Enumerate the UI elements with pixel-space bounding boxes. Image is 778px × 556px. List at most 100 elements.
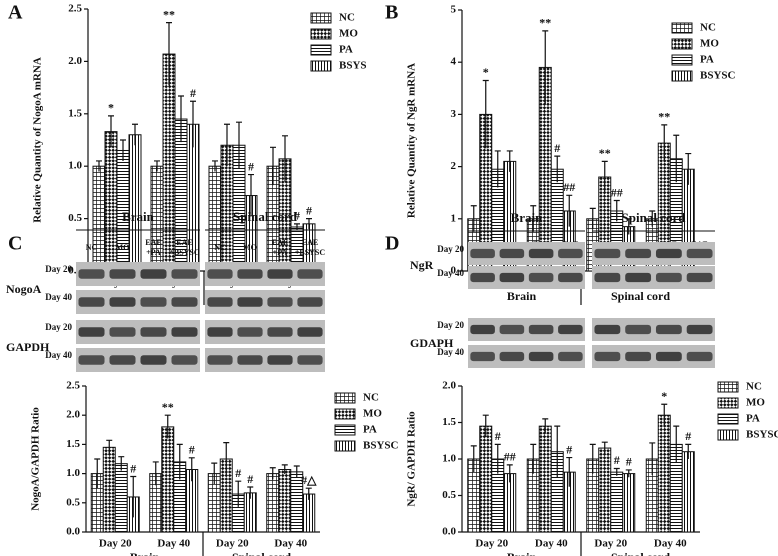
protein-label: NgR	[410, 258, 434, 272]
bar	[503, 473, 517, 533]
legend-label: MO	[363, 408, 382, 420]
error-bar	[589, 443, 596, 474]
legend-label: PA	[339, 44, 353, 56]
blot-band	[558, 248, 583, 259]
error-bar	[178, 95, 184, 143]
y-axis-label: Relative Quantity of NgR mRNA	[406, 63, 418, 218]
lane-label: EAE	[302, 238, 318, 247]
group-label: Brain	[507, 289, 537, 303]
y-tick-label: 1.0	[442, 453, 456, 465]
blot-band	[499, 272, 525, 283]
bar	[243, 492, 257, 533]
blot-band	[499, 351, 525, 362]
blot-band	[470, 351, 495, 362]
blot-band	[207, 327, 233, 337]
y-tick-label: 1.0	[68, 160, 82, 172]
legend-swatch	[717, 413, 739, 425]
blot-band	[528, 351, 554, 362]
blot-band	[140, 355, 167, 365]
legend-label: BSYSC	[746, 429, 778, 441]
blot-band	[470, 248, 495, 259]
group-label: Brain	[130, 550, 160, 556]
panel-label: D	[385, 233, 399, 255]
bar	[598, 447, 612, 533]
blot-band	[78, 355, 105, 365]
error-bar	[108, 115, 114, 148]
significance-label: *	[483, 65, 489, 79]
lane-label: MO	[243, 243, 257, 252]
y-tick-label: 1.5	[66, 438, 80, 450]
significance-label: #	[566, 442, 572, 456]
legend-label: NC	[700, 22, 716, 34]
y-tick-label: 5	[451, 4, 457, 16]
tissue-label: Spinal cord	[233, 209, 298, 224]
error-bar	[190, 100, 196, 148]
blot-band	[78, 297, 105, 307]
group-label: Spinal cord	[611, 289, 670, 303]
error-bar	[248, 173, 254, 217]
blot-band	[625, 351, 652, 362]
error-bar	[482, 414, 489, 438]
bar	[266, 473, 280, 533]
blot-background	[468, 318, 585, 341]
error-bar	[188, 457, 195, 482]
lane-label: +PA	[273, 248, 288, 257]
significance-label: #	[189, 443, 195, 457]
y-tick-label: 2.0	[66, 409, 80, 421]
error-bar	[482, 79, 489, 149]
blot-band	[470, 324, 495, 335]
error-bar	[601, 441, 608, 454]
bar	[479, 425, 493, 533]
y-axis-label: NgR/ GAPDH Ratio	[406, 411, 418, 507]
error-bar	[235, 480, 242, 507]
bar	[538, 425, 552, 533]
blot-band	[686, 248, 713, 259]
legend-label: BSYS	[339, 60, 367, 72]
legend-swatch	[717, 429, 739, 441]
legend-swatch	[334, 440, 356, 452]
error-bar	[224, 123, 230, 167]
blot-band	[686, 324, 713, 335]
legend-label: NC	[339, 12, 355, 24]
blot-band	[594, 324, 621, 335]
blot-band	[237, 327, 263, 337]
blot-band	[655, 351, 682, 362]
blot-background	[592, 318, 715, 341]
x-tick-label: Day 40	[654, 538, 687, 550]
blot-band	[109, 355, 136, 365]
blot-band	[140, 297, 167, 307]
lane-label: EAE	[145, 238, 161, 247]
panel-label: B	[385, 2, 398, 24]
legend-label: BSYSC	[700, 70, 736, 82]
error-bar	[294, 223, 300, 231]
error-bar	[282, 135, 288, 182]
significance-label: #	[294, 209, 300, 223]
row-label: Day 20	[437, 320, 464, 330]
bar	[161, 426, 175, 533]
significance-label: **	[599, 146, 611, 160]
bar	[622, 473, 636, 533]
significance-label: #	[247, 472, 253, 486]
blot-background	[468, 242, 585, 265]
blot-band	[297, 269, 323, 279]
significance-label: **	[658, 110, 670, 124]
x-tick-label: Day 40	[274, 538, 307, 550]
legend-label: NC	[746, 381, 762, 393]
bar	[162, 53, 176, 272]
legend-swatch	[671, 38, 693, 50]
legend-swatch	[717, 381, 739, 393]
significance-label: ##	[563, 180, 575, 194]
legend-swatch	[310, 44, 332, 56]
lane-label: NC	[214, 243, 226, 252]
tissue-label: Brain	[511, 210, 544, 225]
error-bar	[589, 207, 596, 230]
row-label: Day 20	[45, 322, 72, 332]
blot-band	[140, 327, 167, 337]
error-bar	[673, 134, 680, 183]
error-bar	[649, 442, 656, 476]
legend-label: MO	[746, 397, 765, 409]
error-bar	[118, 456, 125, 471]
significance-label: #	[626, 455, 632, 469]
y-tick-label: 4	[451, 56, 457, 68]
error-bar	[506, 464, 513, 483]
